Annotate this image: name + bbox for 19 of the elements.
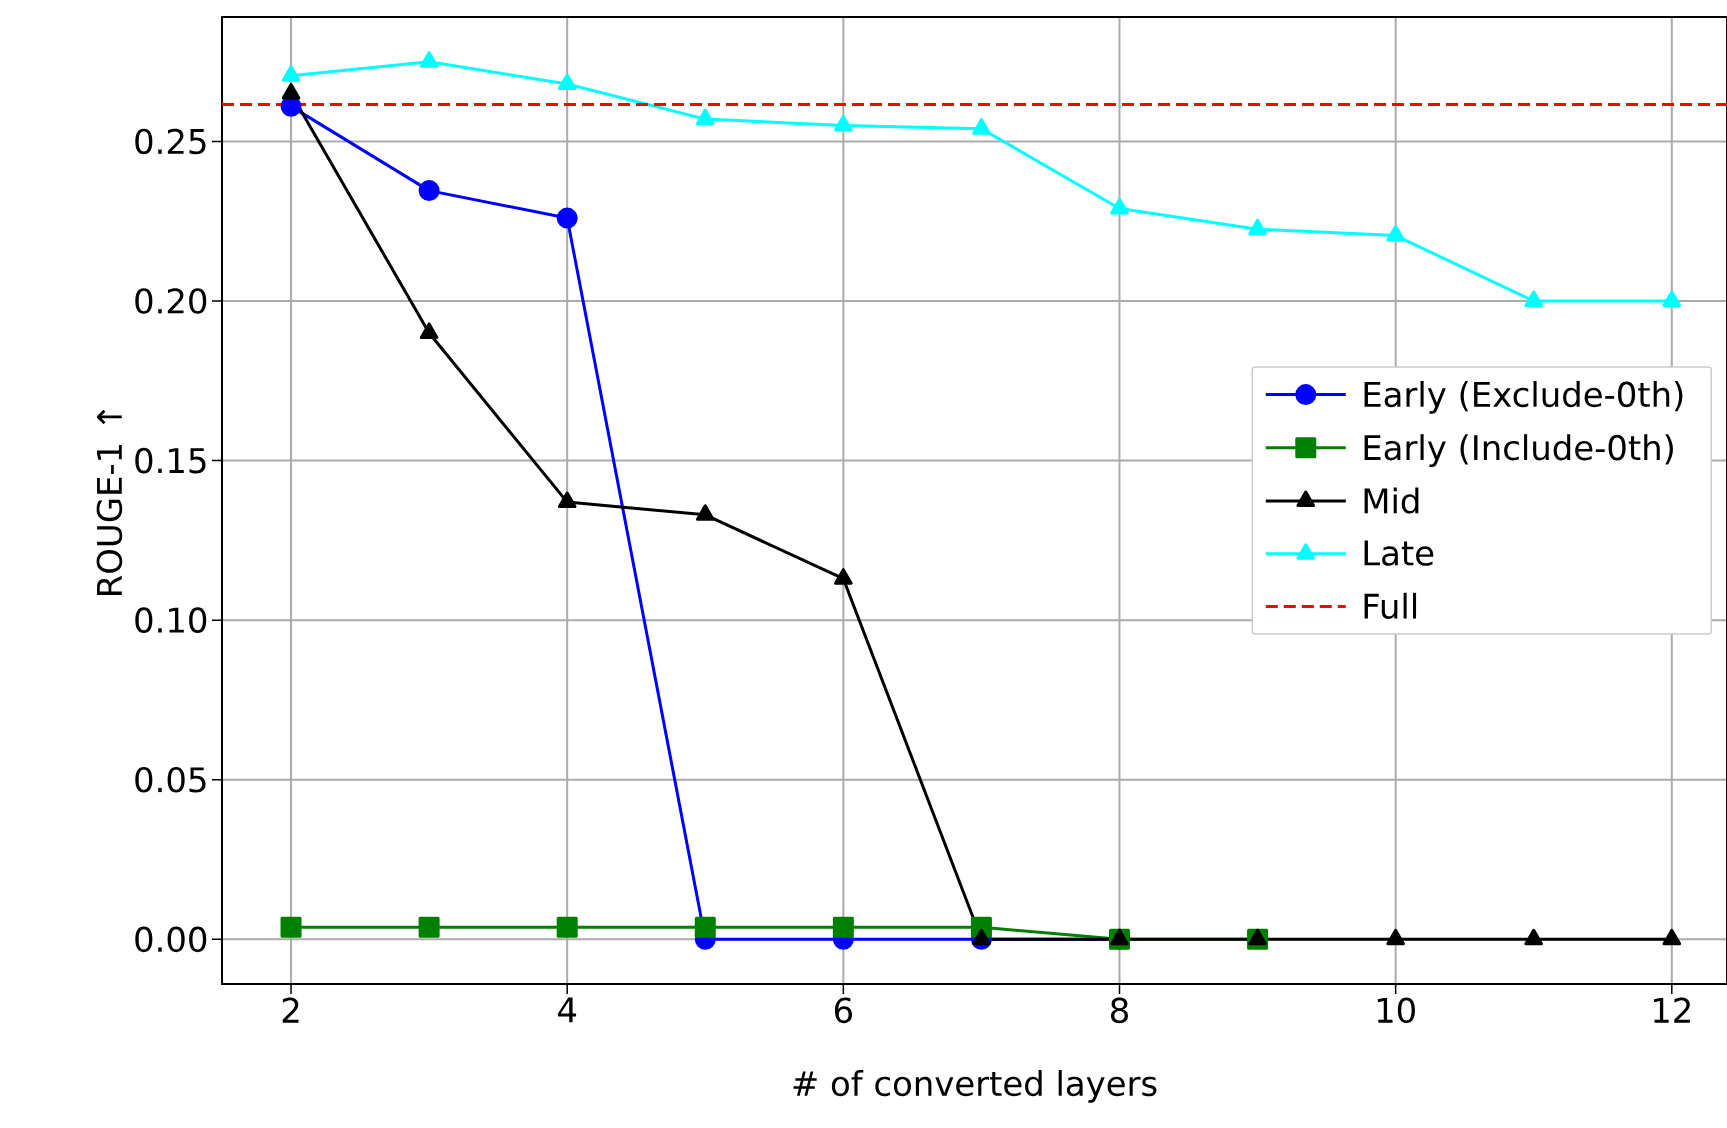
y-tick-label: 0.20 xyxy=(135,288,207,314)
x-tick-label: 12 xyxy=(1653,997,1690,1023)
x-axis-title: # of converted layers xyxy=(793,1069,1157,1103)
x-tick-label: 4 xyxy=(558,997,577,1023)
y-tick-label: 0.25 xyxy=(135,128,206,155)
x-tick-label: 8 xyxy=(1111,997,1128,1024)
y-tick-label: 0.15 xyxy=(135,447,206,474)
x-tick-label: 2 xyxy=(282,997,299,1023)
legend-label: Early (Exclude-0th) xyxy=(1364,380,1683,414)
x-tick-label: 10 xyxy=(1377,997,1415,1024)
x-tick-label: 6 xyxy=(834,997,852,1024)
legend-label: Mid xyxy=(1364,487,1419,514)
y-tick-label: 0.10 xyxy=(135,607,207,633)
y-tick-label: 0.00 xyxy=(135,926,207,953)
y-tick-label: 0.05 xyxy=(135,766,206,793)
legend-label: Early (Include-0th) xyxy=(1364,434,1673,467)
legend-label: Late xyxy=(1364,540,1434,566)
legend-label: Full xyxy=(1364,592,1417,620)
y-axis-title: ROUGE-1 ↑ xyxy=(96,409,123,595)
